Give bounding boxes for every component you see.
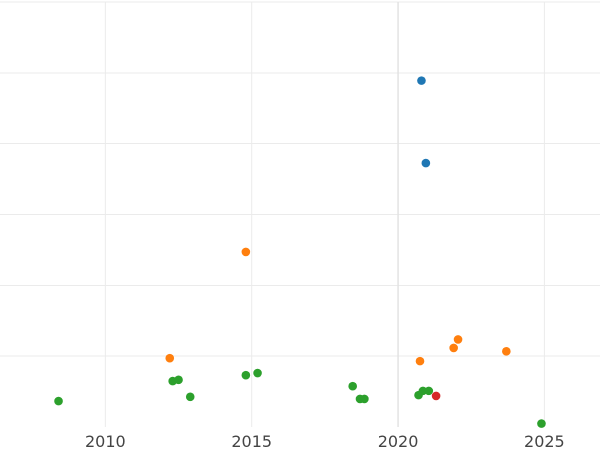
data-point-s2-6 <box>348 381 357 391</box>
data-point-s2-11 <box>424 386 434 396</box>
data-point-s0-1 <box>421 158 431 168</box>
data-point-s0-0 <box>417 76 426 85</box>
grid <box>0 1 600 427</box>
data-point-s2-0 <box>54 396 63 406</box>
data-point-s1-5 <box>502 347 511 356</box>
x-tick-label-2015: 2015 <box>231 432 272 450</box>
data-point-s2-8 <box>360 394 369 404</box>
data-point-s1-4 <box>453 335 463 344</box>
data-point-s1-2 <box>415 356 425 366</box>
data-point-s3-0 <box>431 391 441 401</box>
data-point-s1-3 <box>449 343 458 353</box>
x-axis-tick-labels: 2010 2015 2020 2025 <box>85 432 565 450</box>
data-point-s2-12 <box>537 419 546 428</box>
data-point-s2-2 <box>174 375 183 385</box>
x-tick-label-2010: 2010 <box>85 432 126 450</box>
x-tick-label-2025: 2025 <box>524 432 565 450</box>
data-point-s2-5 <box>253 368 262 378</box>
data-point-s2-3 <box>185 392 195 402</box>
data-point-s2-4 <box>241 370 251 380</box>
data-point-s1-1 <box>165 353 175 363</box>
data-points <box>54 76 546 428</box>
data-point-s1-0 <box>241 247 251 257</box>
x-tick-label-2020: 2020 <box>378 432 419 450</box>
